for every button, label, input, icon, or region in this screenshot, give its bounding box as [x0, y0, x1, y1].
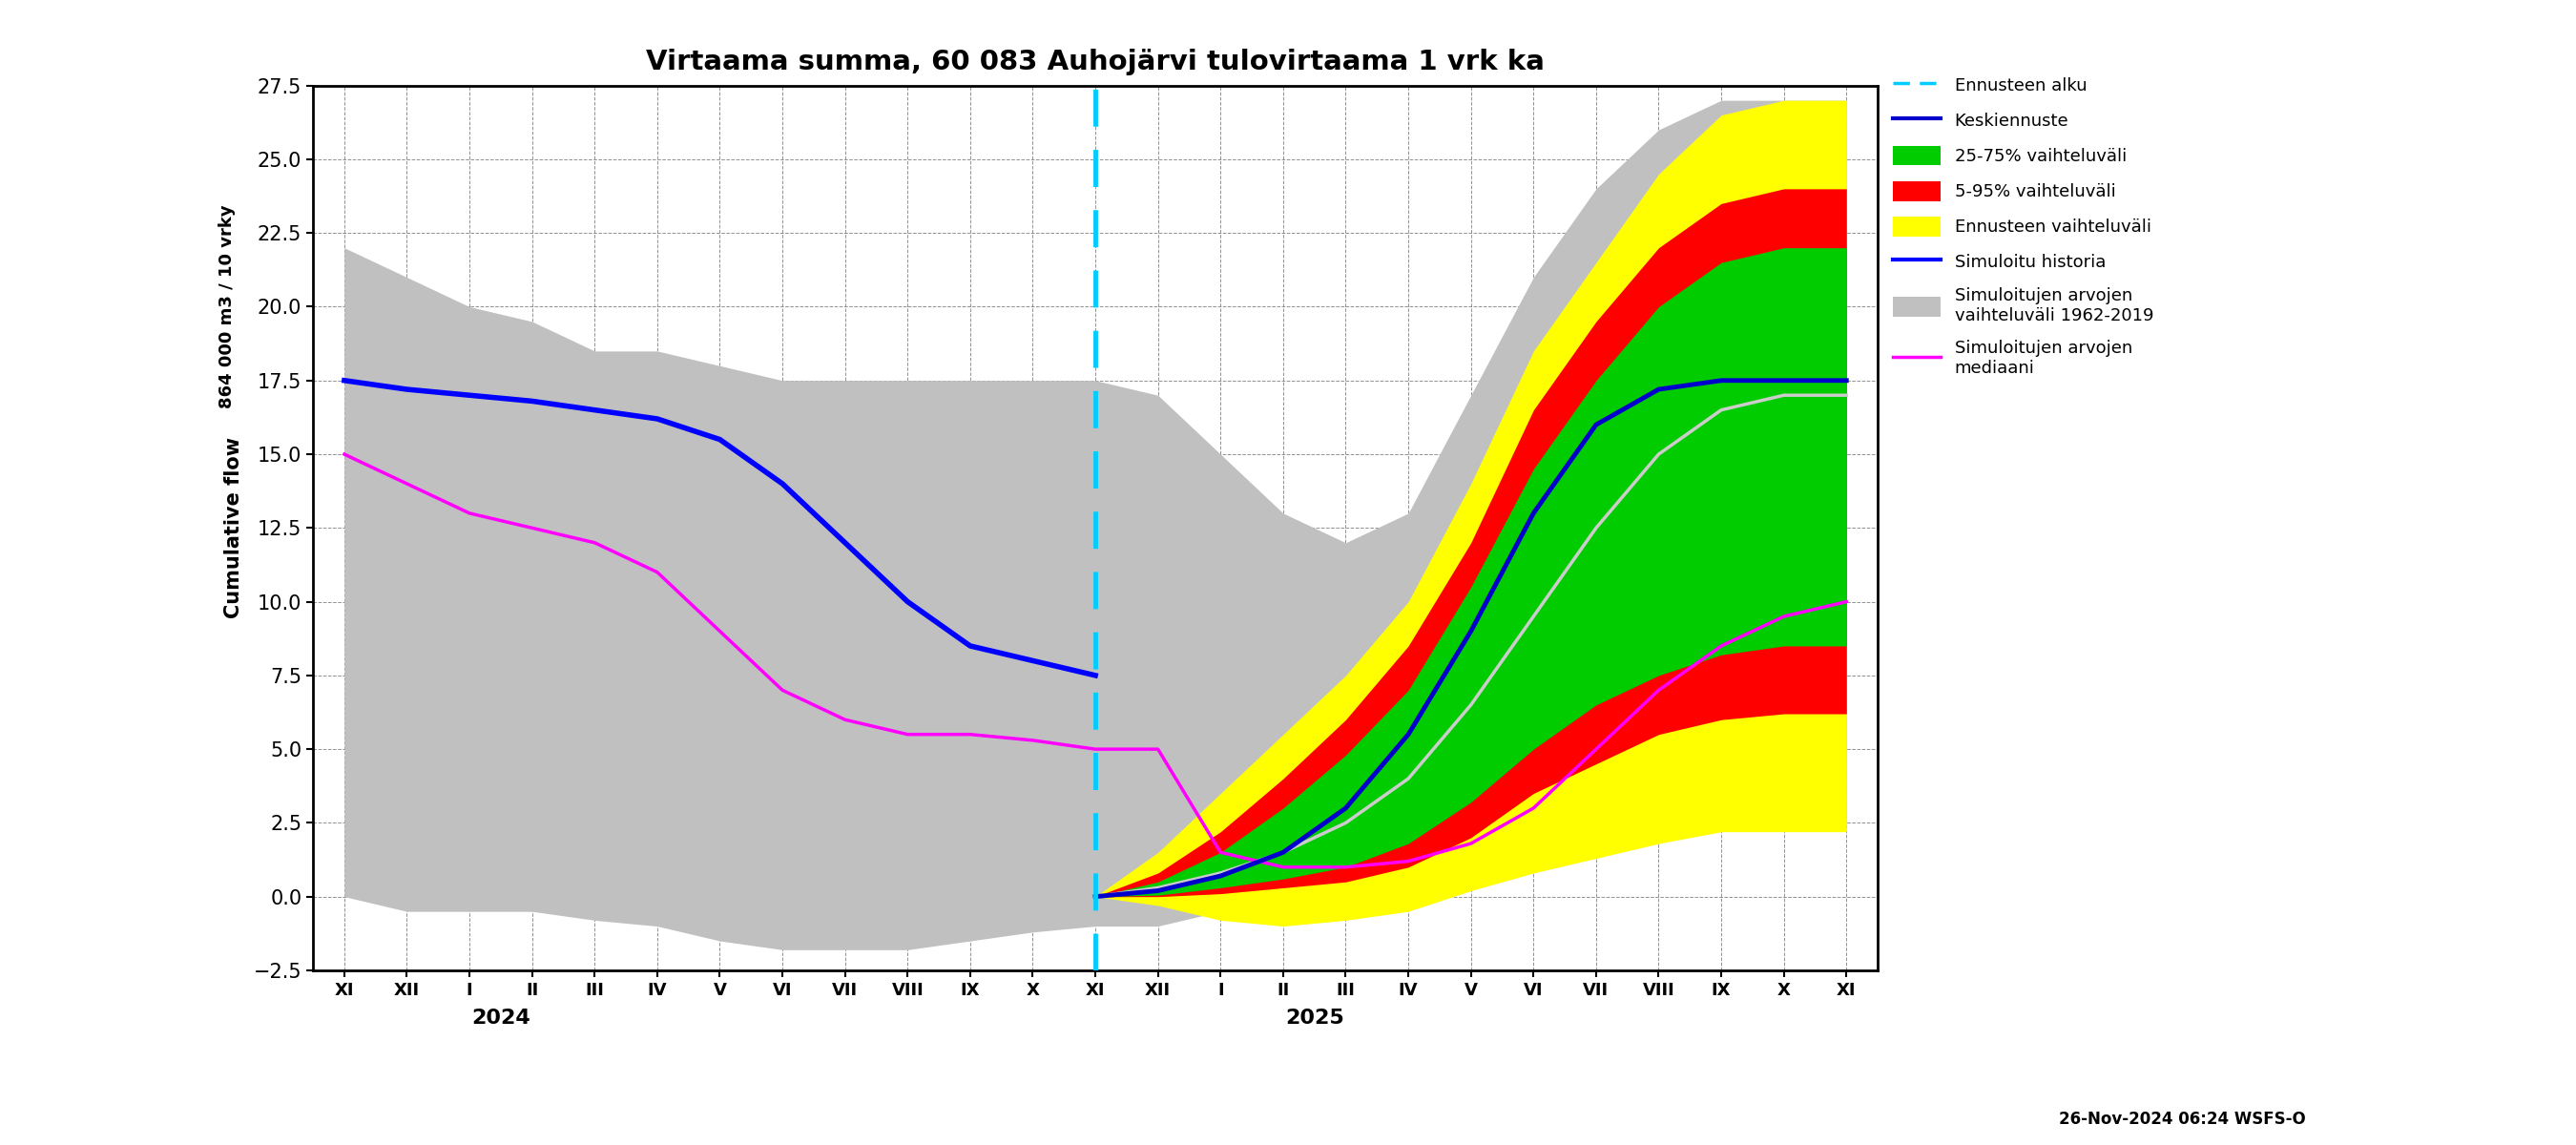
Y-axis label: Cumulative flow: Cumulative flow [224, 437, 242, 618]
Legend: Ennusteen alku, Keskiennuste, 25-75% vaihteluväli, 5-95% vaihteluväli, Ennusteen: Ennusteen alku, Keskiennuste, 25-75% vai… [1886, 68, 2161, 384]
Text: 26-Nov-2024 06:24 WSFS-O: 26-Nov-2024 06:24 WSFS-O [2058, 1111, 2306, 1128]
Text: 864 000 m3 / 10 vrky: 864 000 m3 / 10 vrky [219, 205, 234, 409]
Text: 2025: 2025 [1285, 1009, 1345, 1028]
Title: Virtaama summa, 60 083 Auhojärvi tulovirtaama 1 vrk ka: Virtaama summa, 60 083 Auhojärvi tulovir… [647, 48, 1546, 76]
Text: 2024: 2024 [471, 1009, 531, 1028]
